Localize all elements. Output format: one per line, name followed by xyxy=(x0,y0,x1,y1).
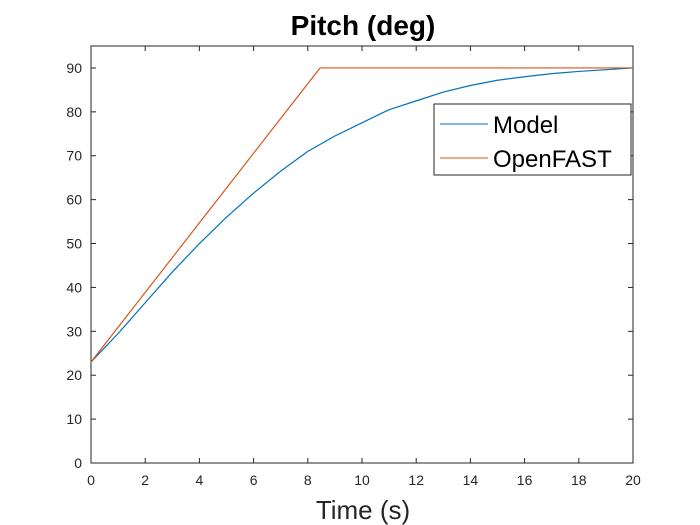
x-tick-label: 18 xyxy=(571,472,587,488)
y-axis: 0 10 20 30 40 50 60 70 80 90 xyxy=(66,60,633,471)
x-tick-label: 20 xyxy=(625,472,641,488)
x-tick-label: 16 xyxy=(517,472,533,488)
legend-label-model: Model xyxy=(493,112,558,139)
series-line-openfast xyxy=(90,67,633,363)
x-tick-label: 10 xyxy=(354,472,370,488)
x-axis: 0 2 4 6 8 10 12 14 16 18 20 xyxy=(87,46,641,488)
x-tick-label: 14 xyxy=(463,472,479,488)
series-line-model xyxy=(90,67,634,363)
x-tick-label: 8 xyxy=(304,472,312,488)
x-axis-label: Time (s) xyxy=(316,495,410,525)
y-tick-label: 20 xyxy=(66,367,82,383)
legend-label-openfast: OpenFAST xyxy=(493,146,612,173)
x-tick-label: 2 xyxy=(141,472,149,488)
x-tick-label: 6 xyxy=(250,472,258,488)
y-tick-label: 30 xyxy=(66,323,82,339)
y-tick-label: 70 xyxy=(66,148,82,164)
legend-box xyxy=(433,103,632,176)
legend: Model OpenFAST xyxy=(433,103,632,176)
y-tick-label: 50 xyxy=(66,236,82,252)
y-tick-label: 60 xyxy=(66,192,82,208)
y-tick-label: 0 xyxy=(74,455,82,471)
chart-title: Pitch (deg) xyxy=(291,10,436,41)
y-tick-label: 90 xyxy=(66,60,82,76)
x-tick-label: 0 xyxy=(87,472,95,488)
series-group xyxy=(90,67,634,363)
y-tick-label: 80 xyxy=(66,104,82,120)
x-tick-label: 12 xyxy=(408,472,424,488)
y-tick-label: 10 xyxy=(66,411,82,427)
x-tick-label: 4 xyxy=(196,472,204,488)
y-tick-label: 40 xyxy=(66,279,82,295)
